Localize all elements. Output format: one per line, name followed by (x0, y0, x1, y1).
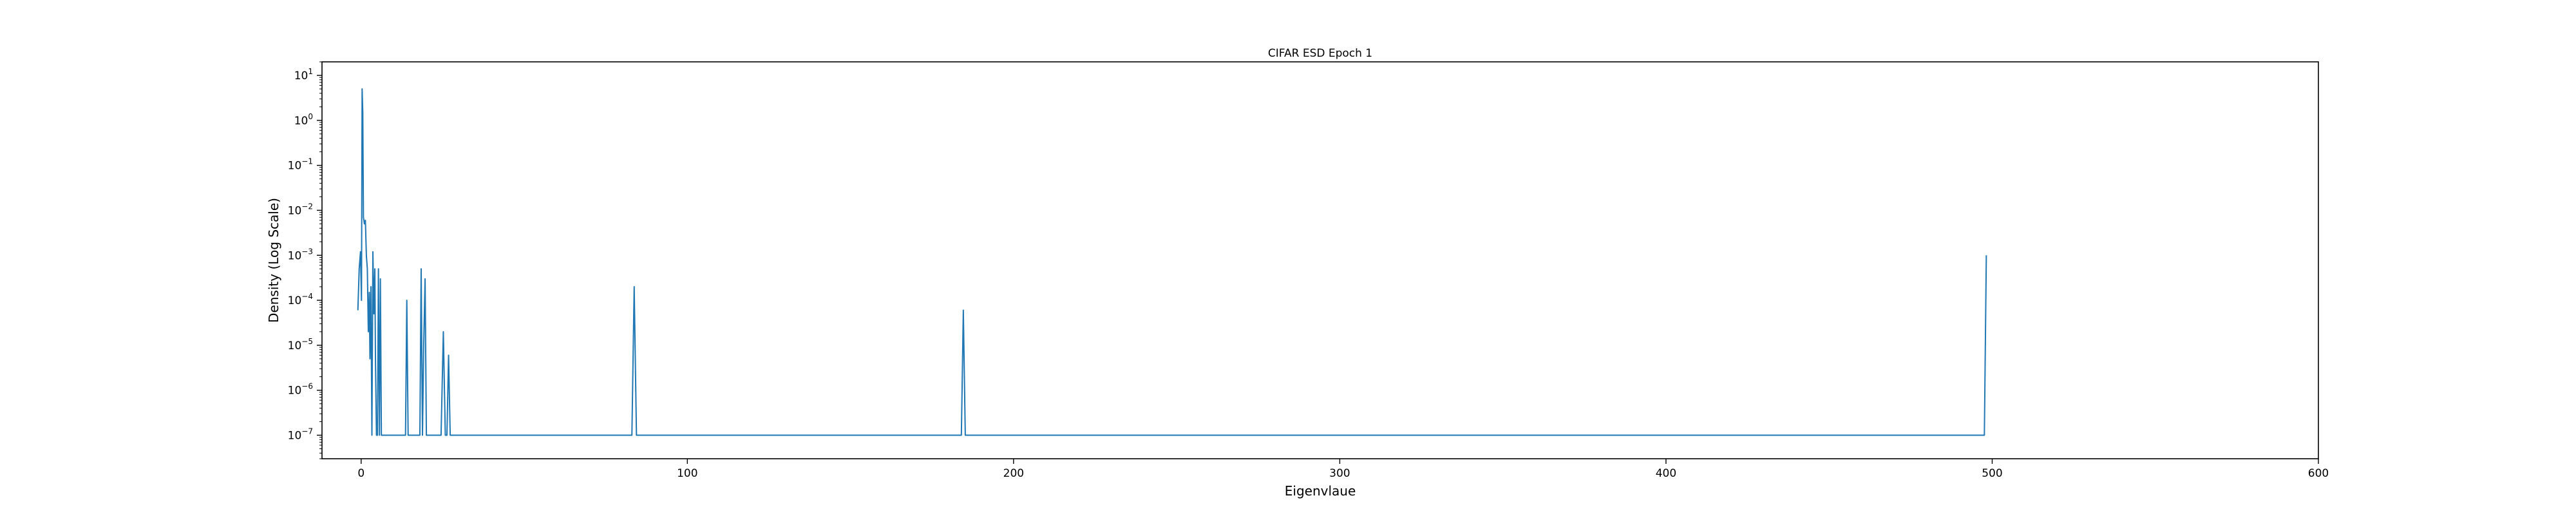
plot-area-frame (321, 61, 2319, 459)
x-tick-label: 200 (1003, 467, 1024, 480)
y-tick-label: 10−3 (288, 247, 313, 262)
x-tick-label: 0 (357, 467, 365, 480)
y-tick-label: 10−7 (288, 427, 313, 442)
x-tick-label: 400 (1656, 467, 1676, 480)
y-tick-label: 10−6 (288, 382, 313, 398)
y-tick-label: 10−2 (288, 202, 313, 217)
y-tick-label: 100 (294, 112, 313, 128)
y-tick-label: 101 (294, 67, 313, 82)
x-tick-label: 600 (2308, 467, 2329, 480)
y-tick-label: 10−1 (288, 157, 313, 173)
y-axis-label: Density (Log Scale) (266, 198, 281, 323)
y-tick-label: 10−5 (288, 337, 313, 352)
density-series-line (357, 88, 1987, 436)
y-axis-ticks: 10−7 10−6 10−5 10−4 10−3 10−2 10−1 100 101 (288, 61, 322, 459)
x-tick-label: 300 (1329, 467, 1350, 480)
chart-title: CIFAR ESD Epoch 1 (1268, 47, 1372, 60)
x-tick-label: 100 (677, 467, 697, 480)
x-axis-ticks: 0 100 200 300 400 500 600 (357, 459, 2329, 480)
x-axis-label: Eigenvlaue (1285, 483, 1356, 499)
x-tick-label: 500 (1982, 467, 2002, 480)
series-layer (357, 88, 1987, 436)
y-tick-label: 10−4 (288, 292, 313, 307)
